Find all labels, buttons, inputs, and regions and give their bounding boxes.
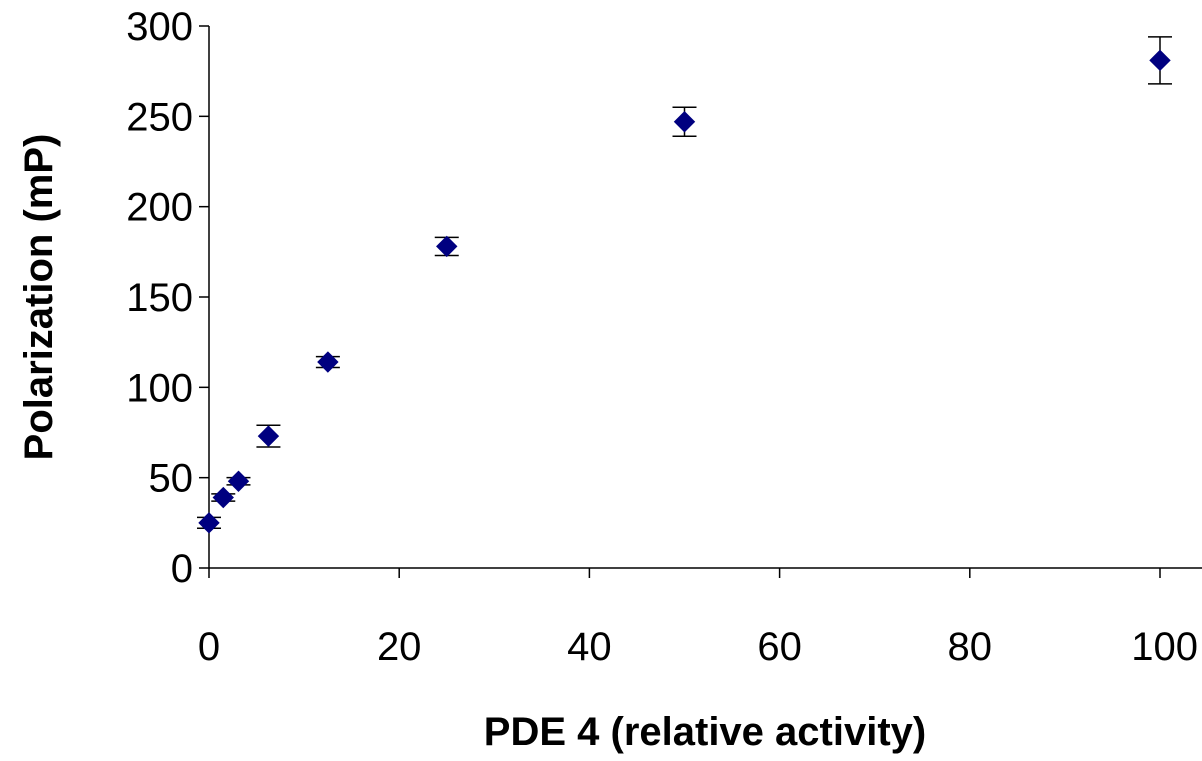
diamond-marker: [212, 486, 234, 509]
x-tick-label: 60: [757, 625, 802, 669]
x-tick-label: 100: [1131, 625, 1198, 669]
data-point: [211, 486, 236, 509]
data-point: [256, 424, 281, 448]
data-point: [226, 470, 251, 492]
y-tick-label: 50: [149, 457, 194, 501]
y-axis-label: Polarization (mP): [17, 134, 61, 461]
y-tick-label: 100: [126, 366, 193, 410]
diamond-marker: [227, 470, 250, 492]
y-tick-label: 200: [126, 186, 193, 230]
x-ticks: 0 20 40 60 80 100: [198, 568, 1198, 669]
diamond-marker: [673, 111, 696, 133]
x-tick-label: 80: [948, 625, 993, 669]
y-tick-label: 300: [126, 5, 193, 49]
diamond-marker: [1149, 49, 1171, 72]
y-tick-label: 0: [171, 547, 193, 591]
diamond-marker: [198, 512, 220, 534]
x-tick-label: 0: [198, 625, 220, 669]
data-point: [1148, 36, 1172, 85]
x-axis-label: PDE 4 (relative activity): [484, 710, 926, 754]
data-points: [197, 36, 1172, 534]
x-tick-label: 20: [377, 625, 422, 669]
y-tick-label: 250: [126, 95, 193, 139]
y-tick-label: 150: [126, 276, 193, 320]
data-point: [315, 351, 340, 373]
data-point: [197, 512, 221, 534]
diamond-marker: [436, 235, 458, 258]
diamond-marker: [257, 425, 280, 447]
y-ticks: 0 50 100 150 200 250 300: [126, 5, 209, 591]
x-tick-label: 40: [567, 625, 612, 669]
data-point: [672, 106, 697, 137]
data-point: [434, 235, 459, 258]
diamond-marker: [317, 351, 339, 373]
